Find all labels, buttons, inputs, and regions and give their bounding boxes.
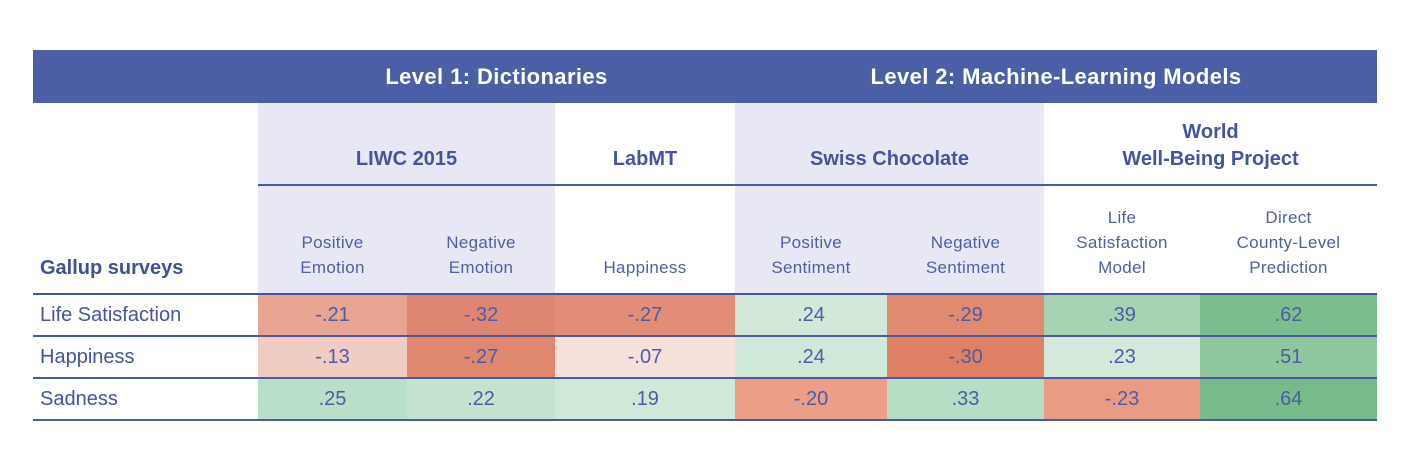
column-header-direct-county-level-prediction: Direct County-Level Prediction — [1200, 186, 1377, 293]
row-label: Happiness — [33, 337, 258, 377]
column-header-life-satisfaction-model: Life Satisfaction Model — [1044, 186, 1200, 293]
column-header-line: Happiness — [603, 258, 687, 277]
method-group-row: LIWC 2015 LabMT Swiss Chocolate World We… — [33, 103, 1377, 186]
correlation-cell: -.13 — [258, 337, 407, 377]
group-header-labmt-label: LabMT — [612, 148, 678, 170]
column-header-negative-emotion: Negative Emotion — [407, 186, 555, 293]
row-group-header: Gallup surveys — [40, 257, 184, 279]
correlation-cell: .24 — [735, 295, 887, 335]
column-header-row: Gallup surveys Positive Emotion Negative… — [33, 186, 1377, 295]
correlation-cell: .22 — [407, 379, 555, 419]
column-header-line: Negative — [930, 233, 1001, 252]
group-header-swiss-chocolate: Swiss Chocolate — [735, 103, 1044, 186]
correlation-cell: -.21 — [258, 295, 407, 335]
correlation-cell: .33 — [887, 379, 1044, 419]
row-label: Life Satisfaction — [33, 295, 258, 335]
correlation-cell: .39 — [1044, 295, 1200, 335]
column-header-line: Positive — [301, 233, 364, 252]
group-header-liwc: LIWC 2015 — [258, 103, 555, 186]
correlation-cell: .24 — [735, 337, 887, 377]
column-header-line: Model — [1098, 258, 1146, 277]
group-header-labmt: LabMT — [555, 103, 735, 186]
column-header-line: Sentiment — [771, 258, 851, 277]
correlation-cell: .23 — [1044, 337, 1200, 377]
column-header-positive-emotion: Positive Emotion — [258, 186, 407, 293]
column-header-line: County-Level — [1236, 233, 1341, 252]
level2-title: Level 2: Machine-Learning Models — [870, 63, 1242, 89]
column-header-line: Satisfaction — [1076, 233, 1168, 252]
column-header-line: Direct — [1265, 208, 1312, 227]
correlation-cell: -.27 — [555, 295, 735, 335]
column-header-line: Sentiment — [925, 258, 1006, 277]
column-header-happiness: Happiness — [555, 186, 735, 293]
group-header-liwc-label: LIWC 2015 — [355, 148, 458, 170]
correlation-cell: -.32 — [407, 295, 555, 335]
column-header-line: Life — [1107, 208, 1137, 227]
group-empty-cell — [33, 103, 258, 186]
level-band-spacer — [33, 50, 258, 103]
correlation-cell: -.27 — [407, 337, 555, 377]
correlation-cell: -.23 — [1044, 379, 1200, 419]
correlation-cell: .19 — [555, 379, 735, 419]
column-header-negative-sentiment: Negative Sentiment — [887, 186, 1044, 293]
table-row: Sadness .25 .22 .19 -.20 .33 -.23 .64 — [33, 379, 1377, 421]
table-row: Life Satisfaction -.21 -.32 -.27 .24 -.2… — [33, 295, 1377, 337]
group-header-wwbp-line1: World — [1182, 121, 1239, 143]
group-header-wwbp: World Well-Being Project — [1044, 103, 1377, 186]
level-band: Level 1: Dictionaries Level 2: Machine-L… — [33, 50, 1377, 103]
column-header-line: Emotion — [448, 258, 514, 277]
column-header-line: Emotion — [300, 258, 365, 277]
column-header-line: Negative — [446, 233, 516, 252]
column-header-positive-sentiment: Positive Sentiment — [735, 186, 887, 293]
column-header-line: Positive — [780, 233, 842, 252]
correlation-cell: -.07 — [555, 337, 735, 377]
correlation-cell: -.30 — [887, 337, 1044, 377]
correlation-cell: .64 — [1200, 379, 1377, 419]
group-header-wwbp-line2: Well-Being Project — [1122, 148, 1299, 170]
level1-title: Level 1: Dictionaries — [385, 63, 608, 89]
correlation-table-figure: Level 1: Dictionaries Level 2: Machine-L… — [33, 50, 1377, 421]
group-header-swiss-label: Swiss Chocolate — [810, 148, 969, 170]
table-row: Happiness -.13 -.27 -.07 .24 -.30 .23 .5… — [33, 337, 1377, 379]
column-header-line: Prediction — [1249, 258, 1328, 277]
correlation-cell: -.29 — [887, 295, 1044, 335]
row-label: Sadness — [33, 379, 258, 419]
correlation-cell: -.20 — [735, 379, 887, 419]
correlation-cell: .25 — [258, 379, 407, 419]
correlation-cell: .62 — [1200, 295, 1377, 335]
correlation-cell: .51 — [1200, 337, 1377, 377]
